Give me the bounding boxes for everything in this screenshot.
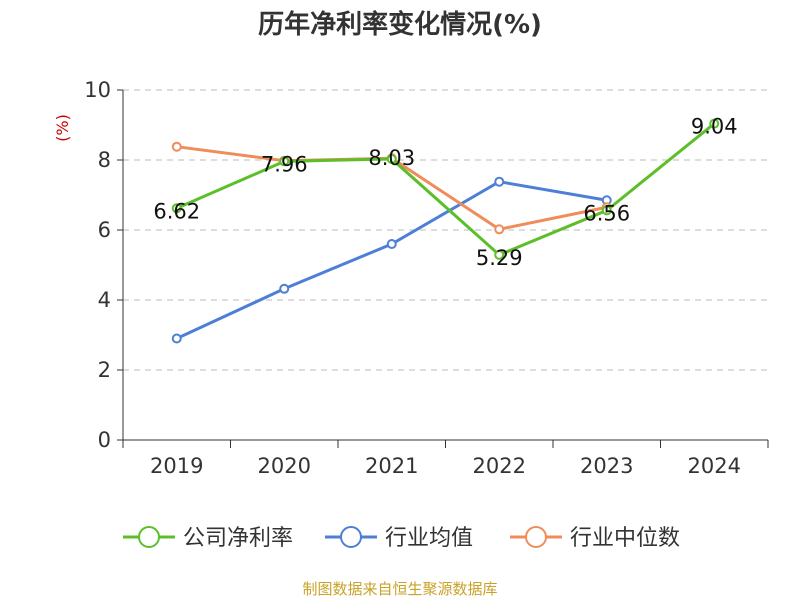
data-label: 6.62 — [153, 199, 200, 223]
data-label: 8.03 — [368, 146, 415, 170]
legend-label: 行业中位数 — [570, 526, 680, 551]
x-tick-label: 2020 — [258, 454, 311, 478]
y-tick-label: 2 — [98, 358, 111, 382]
data-point[interactable] — [386, 239, 397, 249]
x-tick-label: 2022 — [473, 454, 526, 478]
axes — [122, 90, 768, 441]
series-line — [176, 122, 716, 257]
data-point[interactable] — [709, 118, 720, 129]
legend-label: 行业均值 — [385, 526, 473, 551]
x-tick-label: 2024 — [688, 454, 741, 478]
legend-item[interactable]: 公司净利率 — [123, 526, 293, 551]
grid-lines — [123, 89, 768, 371]
data-label: 9.04 — [691, 115, 738, 139]
y-tick-label: 6 — [98, 218, 111, 242]
series-line — [176, 180, 608, 340]
data-point[interactable] — [171, 141, 182, 152]
legend[interactable]: 公司净利率 行业均值 行业中位数 — [123, 526, 680, 551]
chart-title: 历年净利率变化情况(%) — [258, 10, 542, 40]
y-axis-label: (%) — [53, 114, 72, 142]
data-point[interactable] — [279, 156, 290, 167]
x-tick-label: 2021 — [365, 454, 418, 478]
y-tick-label: 4 — [98, 288, 111, 312]
x-ticks: 2019 2020 2021 2022 2023 2024 — [122, 440, 769, 478]
data-label: 6.56 — [583, 201, 630, 225]
y-tick-label: 0 — [98, 428, 111, 452]
x-tick-label: 2019 — [150, 454, 203, 478]
y-tick-label: 8 — [98, 148, 111, 172]
legend-marker — [340, 526, 362, 548]
x-tick-label: 2023 — [580, 454, 633, 478]
y-ticks: 0 2 4 6 8 10 — [84, 78, 123, 452]
data-point[interactable] — [601, 205, 612, 216]
data-point[interactable] — [171, 333, 182, 344]
data-label: 5.29 — [476, 246, 523, 270]
legend-marker — [525, 526, 547, 548]
legend-label: 公司净利率 — [183, 526, 293, 551]
legend-item[interactable]: 行业均值 — [325, 526, 473, 551]
legend-marker — [138, 526, 160, 548]
y-tick-label: 10 — [84, 78, 111, 102]
data-point[interactable] — [494, 224, 505, 235]
data-point[interactable] — [494, 176, 505, 187]
data-label: 7.96 — [261, 152, 308, 176]
series-group — [171, 118, 720, 344]
data-point[interactable] — [171, 203, 182, 214]
legend-item[interactable]: 行业中位数 — [510, 526, 680, 551]
data-point[interactable] — [386, 153, 397, 164]
data-point[interactable] — [494, 249, 505, 260]
source-note: 制图数据来自恒生聚源数据库 — [302, 580, 498, 598]
data-labels: 6.62 7.96 8.03 5.29 6.56 9.04 — [153, 115, 737, 270]
data-point[interactable] — [279, 283, 290, 294]
